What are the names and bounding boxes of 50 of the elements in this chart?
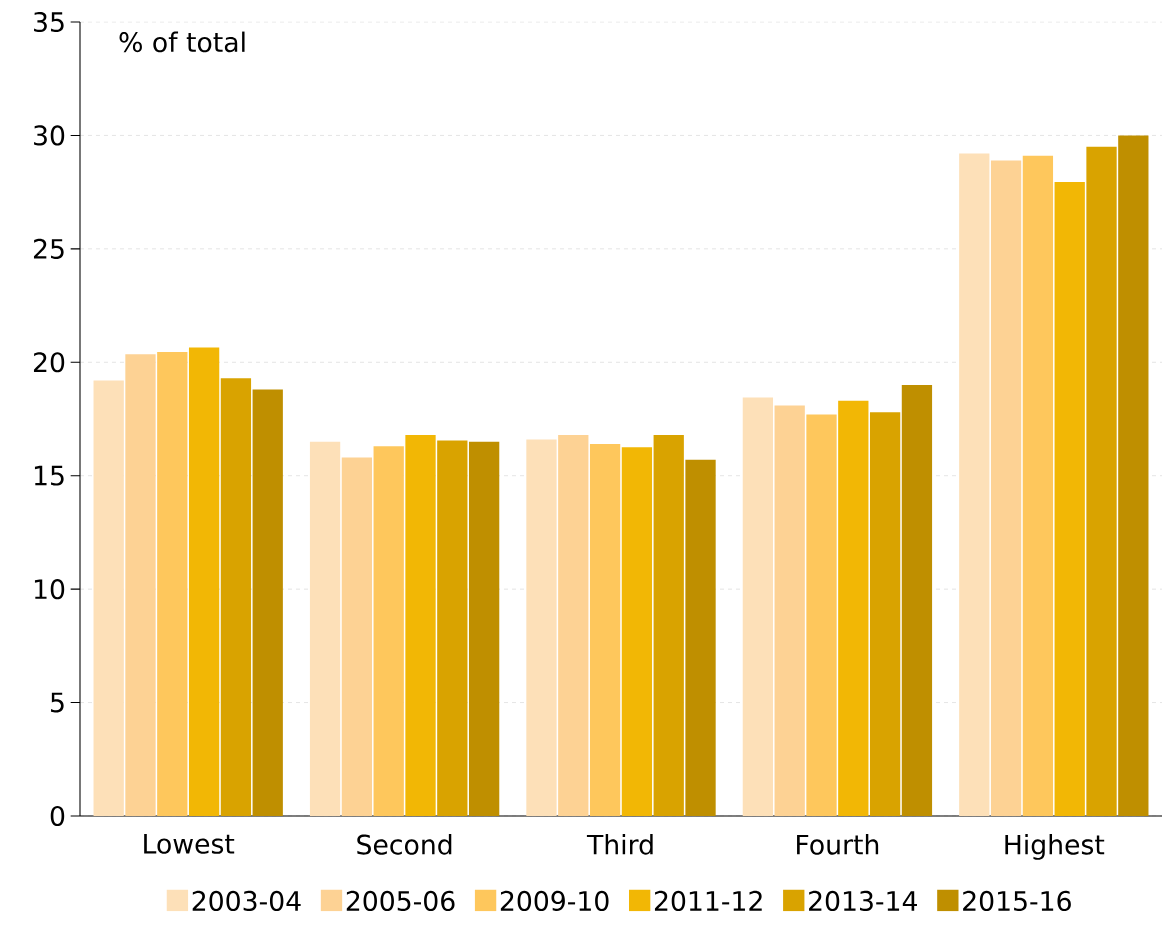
bar: [468, 441, 500, 816]
bar: [1118, 135, 1149, 816]
bar: [621, 447, 653, 816]
bar: [373, 446, 404, 816]
y-tick-label: 20: [33, 352, 65, 373]
x-tick-label: Fourth: [797, 834, 879, 855]
bar: [341, 457, 373, 816]
x-tick-label: Third: [586, 834, 653, 855]
bar: [653, 434, 684, 816]
legend-label: 2011-12: [654, 890, 762, 912]
legend-label: 2015-16: [963, 890, 1071, 912]
bar: [774, 405, 805, 816]
bar: [405, 434, 436, 816]
legend-label: 2009-10: [500, 890, 609, 912]
y-tick-label: 35: [34, 11, 64, 33]
y-tick-label: 15: [34, 465, 64, 486]
bar: [157, 352, 188, 816]
bar: [1022, 155, 1054, 816]
bar: [869, 412, 901, 816]
bar: [685, 459, 716, 816]
bar: [1086, 146, 1117, 816]
legend-label: 2013-14: [809, 890, 917, 912]
bar: [990, 160, 1022, 816]
bar: [309, 441, 341, 816]
bar: [220, 378, 252, 816]
y-tick-label: 25: [33, 238, 64, 259]
y-tick-label: 5: [51, 692, 64, 713]
bar: [125, 354, 156, 816]
legend-label: 2005-06: [346, 890, 455, 912]
y-tick-label: 10: [34, 579, 65, 600]
bar: [188, 347, 220, 816]
bar: [838, 400, 869, 816]
bar: [437, 440, 468, 816]
y-tick-label: 30: [34, 125, 65, 146]
y-axis-title: % of total: [119, 31, 245, 53]
bar: [742, 397, 774, 816]
x-tick-label: Highest: [1005, 834, 1105, 860]
bar: [1054, 181, 1085, 816]
x-tick-label: Second: [357, 834, 452, 855]
bar: [589, 443, 621, 816]
bar: [558, 434, 589, 816]
bar: [806, 414, 837, 816]
y-tick-label: 0: [50, 805, 65, 827]
bar: [901, 384, 933, 816]
bar: [252, 389, 283, 816]
bar: [526, 439, 557, 816]
legend-label: 2003-04: [192, 890, 301, 912]
bar: [93, 380, 124, 816]
x-tick-label: Lowest: [144, 834, 235, 854]
bar: [959, 153, 990, 816]
